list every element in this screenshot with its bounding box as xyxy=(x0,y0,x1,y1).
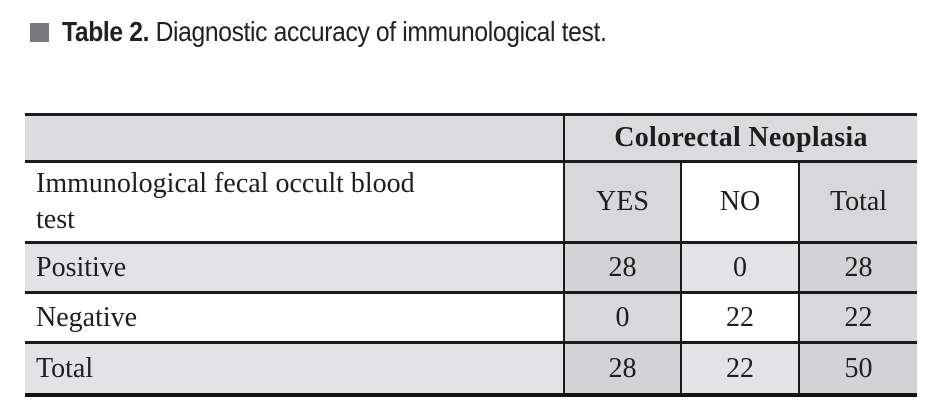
caption-text: Table 2. Diagnostic accuracy of immunolo… xyxy=(62,16,607,48)
cell-positive-total: 28 xyxy=(797,242,918,294)
table-row-total: Total 28 22 50 xyxy=(25,342,918,397)
row-label-positive: Positive xyxy=(25,242,564,294)
table-row-negative: Negative 0 22 22 xyxy=(25,292,918,344)
group-header-cell: Colorectal Neoplasia xyxy=(562,113,918,163)
cell-total-no: 22 xyxy=(680,342,799,397)
cell-total-yes: 28 xyxy=(563,342,681,397)
stub-header-cell: Immunological fecal occult blood test xyxy=(25,161,564,244)
table-row: Colorectal Neoplasia xyxy=(25,113,918,163)
cell-negative-no: 22 xyxy=(680,292,799,344)
diagnostic-accuracy-table: Colorectal Neoplasia Immunological fecal… xyxy=(25,113,918,397)
square-bullet-icon xyxy=(30,22,49,42)
caption-table-number: Table 2. xyxy=(62,16,150,47)
cell-positive-no: 0 xyxy=(680,242,799,294)
col-header-no: NO xyxy=(680,161,799,244)
stub-header-text: Immunological fecal occult blood test xyxy=(36,168,415,235)
cell-negative-total: 22 xyxy=(797,292,918,344)
table-row: Immunological fecal occult blood test YE… xyxy=(25,161,918,244)
empty-header-cell xyxy=(25,113,564,163)
col-header-total: Total xyxy=(797,161,918,244)
cell-total-total: 50 xyxy=(797,342,918,397)
col-header-yes: YES xyxy=(563,161,681,244)
table-caption: Table 2. Diagnostic accuracy of immunolo… xyxy=(30,14,681,50)
cell-negative-yes: 0 xyxy=(563,292,681,344)
caption-description: Diagnostic accuracy of immunological tes… xyxy=(155,16,607,47)
row-label-total: Total xyxy=(25,342,564,397)
row-label-negative: Negative xyxy=(25,292,564,344)
cell-positive-yes: 28 xyxy=(563,242,681,294)
table-row-positive: Positive 28 0 28 xyxy=(25,242,918,294)
